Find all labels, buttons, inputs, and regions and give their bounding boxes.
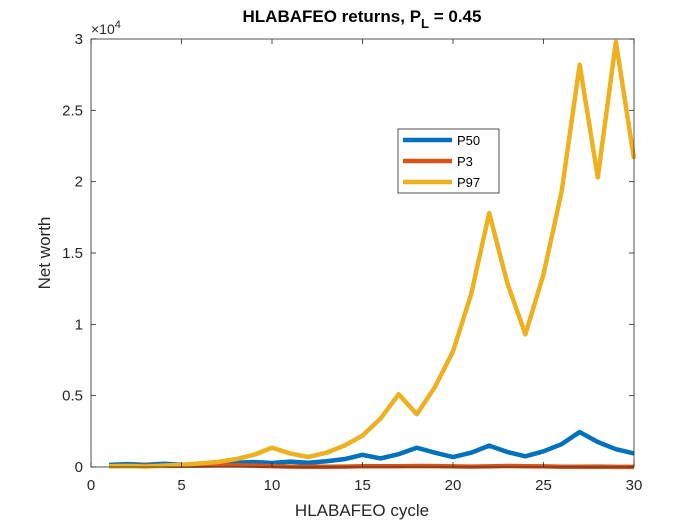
legend: P50 P3 P97 xyxy=(397,128,500,194)
chart-title: HLABAFEO returns, PL = 0.45 xyxy=(243,7,482,31)
x-tick-label: 20 xyxy=(445,477,462,494)
chart-title-main: HLABAFEO returns, P xyxy=(243,7,422,26)
tick-labels: 0 5 10 15 20 25 30 0 0.5 1 1.5 2 2.5 3 xyxy=(62,31,642,494)
series-line-p97 xyxy=(109,39,637,469)
x-axis-label: HLABAFEO cycle xyxy=(295,501,429,520)
y-tick-label: 1 xyxy=(75,316,83,333)
x-tick-label: 25 xyxy=(535,477,552,494)
x-tick-label: 0 xyxy=(87,477,95,494)
chart-title-subscript: L xyxy=(421,16,429,31)
y-tick-label: 3 xyxy=(75,31,83,48)
y-tick-label: 0.5 xyxy=(62,388,83,405)
x-tick-label: 30 xyxy=(626,477,643,494)
x-tick-label: 10 xyxy=(264,477,281,494)
plot-area xyxy=(90,38,637,470)
axes-layer xyxy=(90,38,635,468)
y-tick-label: 1.5 xyxy=(62,245,83,262)
legend-label-p97: P97 xyxy=(457,175,480,190)
y-axis-label: Net worth xyxy=(35,217,54,290)
series-layer xyxy=(109,39,637,470)
x-tick-label: 5 xyxy=(177,477,185,494)
legend-label-p3: P3 xyxy=(457,154,473,169)
y-tick-label: 2 xyxy=(75,174,83,191)
plot-background xyxy=(91,39,634,467)
y-exponent-power: 4 xyxy=(115,19,121,31)
y-exponent: ×104 xyxy=(91,19,121,37)
x-tick-label: 15 xyxy=(354,477,371,494)
legend-label-p50: P50 xyxy=(457,133,480,148)
chart-title-tail: = 0.45 xyxy=(429,7,481,26)
y-exponent-base: ×10 xyxy=(91,21,115,37)
y-tick-label: 2.5 xyxy=(62,102,83,119)
y-tick-label: 0 xyxy=(75,459,83,476)
